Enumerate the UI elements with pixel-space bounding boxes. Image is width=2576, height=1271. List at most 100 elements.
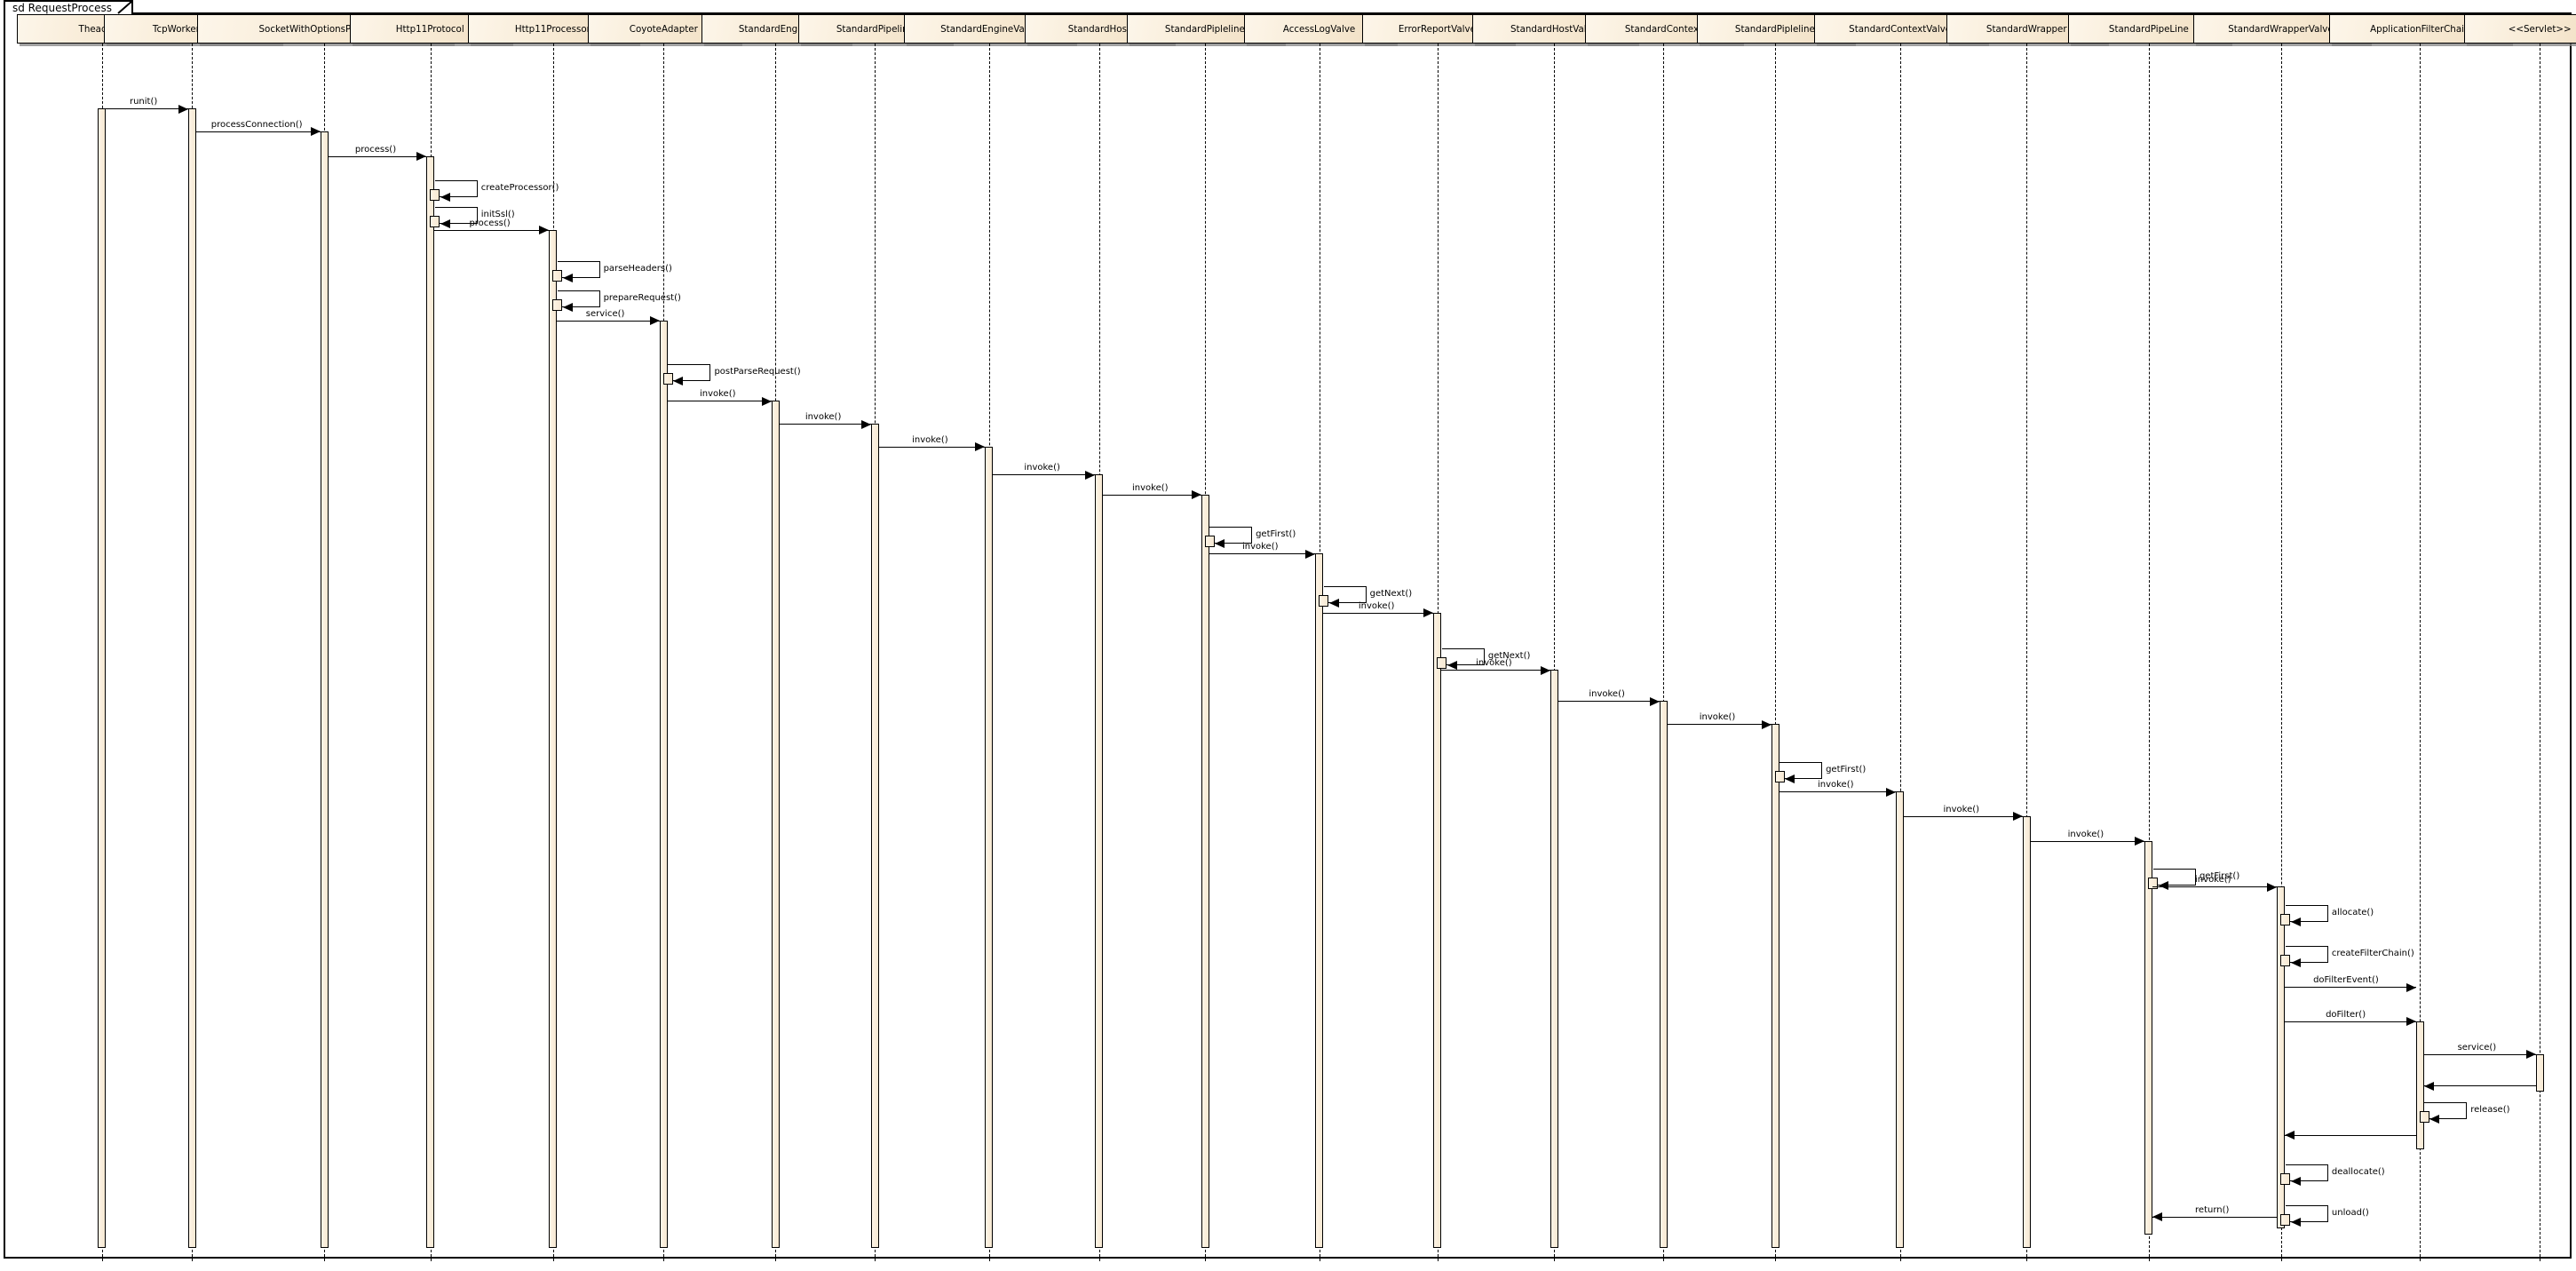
message-label-0: runit() <box>129 97 158 107</box>
self-message-arrow-7 <box>562 303 573 313</box>
frame-label-text: sd RequestProcess <box>12 2 112 14</box>
activation-standardpipeline1 <box>870 424 879 1249</box>
activation-servlet <box>2535 1053 2544 1092</box>
self-message-35 <box>2424 1101 2468 1119</box>
self-message-37 <box>2285 1164 2328 1181</box>
message-label-2: process() <box>354 144 397 155</box>
self-message-arrow-23 <box>1785 774 1795 783</box>
message-line-22 <box>1667 724 1771 726</box>
message-label-5: process() <box>469 218 511 228</box>
self-message-arrow-35 <box>2429 1114 2440 1124</box>
message-label-10: invoke() <box>699 389 736 400</box>
message-arrow-11 <box>860 419 871 429</box>
frame-label-tab: sd RequestProcess <box>4 0 133 14</box>
self-message-9 <box>668 364 711 382</box>
message-arrow-0 <box>178 104 188 114</box>
message-line-8 <box>557 320 660 322</box>
activation-standardengine <box>771 401 780 1249</box>
message-label-33: service() <box>2457 1042 2497 1053</box>
activation-standardenginevalve <box>985 446 994 1249</box>
message-label-18: invoke() <box>1358 600 1395 611</box>
message-line-14 <box>1103 494 1201 496</box>
message-line-31 <box>2285 987 2416 989</box>
message-line-16 <box>1209 553 1316 555</box>
participant-label: TcpWorkerThread <box>152 23 232 35</box>
self-message-15 <box>1209 527 1253 544</box>
message-line-21 <box>1557 701 1660 703</box>
message-arrow-24 <box>1886 787 1897 797</box>
self-message-38 <box>2285 1205 2328 1223</box>
self-message-4 <box>434 206 478 224</box>
message-line-36 <box>2285 1134 2416 1136</box>
message-line-39 <box>2152 1216 2278 1218</box>
self-message-17 <box>1323 586 1367 604</box>
activation-http11processor <box>549 229 558 1249</box>
participant-label: ErrorReportValve <box>1399 23 1477 35</box>
message-arrow-39 <box>2152 1212 2163 1222</box>
activation-standardwrapper <box>2022 815 2031 1249</box>
lifeline-standardhostvalve <box>1554 44 1556 1261</box>
lifeline-standardwrapper <box>2026 44 2028 1261</box>
activation-accesslogvalve <box>1315 553 1324 1249</box>
nested-activation-6 <box>552 269 563 282</box>
message-arrow-12 <box>975 442 986 452</box>
message-arrow-1 <box>310 127 321 137</box>
activation-http11protocol <box>426 155 435 1249</box>
message-label-31: doFilterEvent() <box>2313 975 2379 986</box>
message-line-34 <box>2423 1085 2536 1087</box>
message-label-4: initSsl() <box>480 209 515 219</box>
self-message-30 <box>2285 945 2328 963</box>
message-arrow-31 <box>2406 982 2416 992</box>
participant-label: StandardEngine <box>739 23 812 35</box>
message-label-7: prepareRequest() <box>603 293 681 304</box>
participant-label: StandardWrapper <box>1986 23 2067 35</box>
participant-label: StandardPipleline <box>1735 23 1816 35</box>
message-label-8: service() <box>585 308 625 319</box>
message-label-26: invoke() <box>2067 829 2104 839</box>
self-message-arrow-3 <box>440 193 450 203</box>
message-line-18 <box>1323 612 1434 614</box>
participant-label: AccessLogValve <box>1282 23 1356 35</box>
message-arrow-28 <box>2267 882 2278 892</box>
self-message-29 <box>2285 904 2328 922</box>
message-label-35: release() <box>2470 1104 2510 1115</box>
message-label-20: invoke() <box>1476 658 1512 669</box>
message-label-22: invoke() <box>1699 712 1736 723</box>
participant-label: TheadPool <box>78 23 126 35</box>
message-line-24 <box>1779 791 1897 793</box>
self-message-arrow-17 <box>1328 599 1339 608</box>
nested-activation-3 <box>430 189 440 202</box>
activation-standardcontextvalve <box>1896 791 1905 1249</box>
message-label-11: invoke() <box>805 412 842 422</box>
self-message-27 <box>2152 869 2196 886</box>
message-label-30: createFilterChain() <box>2331 948 2414 958</box>
message-arrow-22 <box>1761 719 1771 729</box>
lifeline-standardcontextvalve <box>1899 44 1901 1261</box>
message-arrow-20 <box>1540 665 1550 675</box>
message-line-26 <box>2030 840 2145 842</box>
participant-label: StandardEngineValve <box>939 23 1038 35</box>
activation-standardhost <box>1095 474 1104 1249</box>
activation-standardpipleline3 <box>1771 724 1779 1249</box>
activation-threadpool <box>98 108 107 1249</box>
self-message-arrow-30 <box>2290 957 2301 967</box>
nested-activation-29 <box>2280 913 2291 925</box>
self-message-arrow-4 <box>440 218 450 228</box>
message-line-25 <box>1904 815 2023 817</box>
message-label-27: getFirst() <box>2199 871 2240 882</box>
message-label-24: invoke() <box>1817 780 1854 790</box>
activation-standardwrappervalve <box>2277 886 2286 1228</box>
message-line-2 <box>328 155 427 157</box>
message-label-16: invoke() <box>1241 542 1279 552</box>
self-message-arrow-6 <box>562 273 573 282</box>
activation-applicationfilterchain <box>2415 1021 2424 1150</box>
nested-activation-35 <box>2419 1110 2429 1123</box>
message-line-0 <box>106 108 188 110</box>
self-message-19 <box>1441 648 1485 666</box>
message-line-11 <box>779 424 871 425</box>
message-line-20 <box>1441 670 1550 671</box>
activation-standardpipleline2 <box>1201 494 1209 1249</box>
participant-servlet[interactable]: <<Servlet>> <box>2464 14 2576 44</box>
activation-socketwithoptions <box>320 131 329 1249</box>
message-arrow-13 <box>1085 470 1096 480</box>
